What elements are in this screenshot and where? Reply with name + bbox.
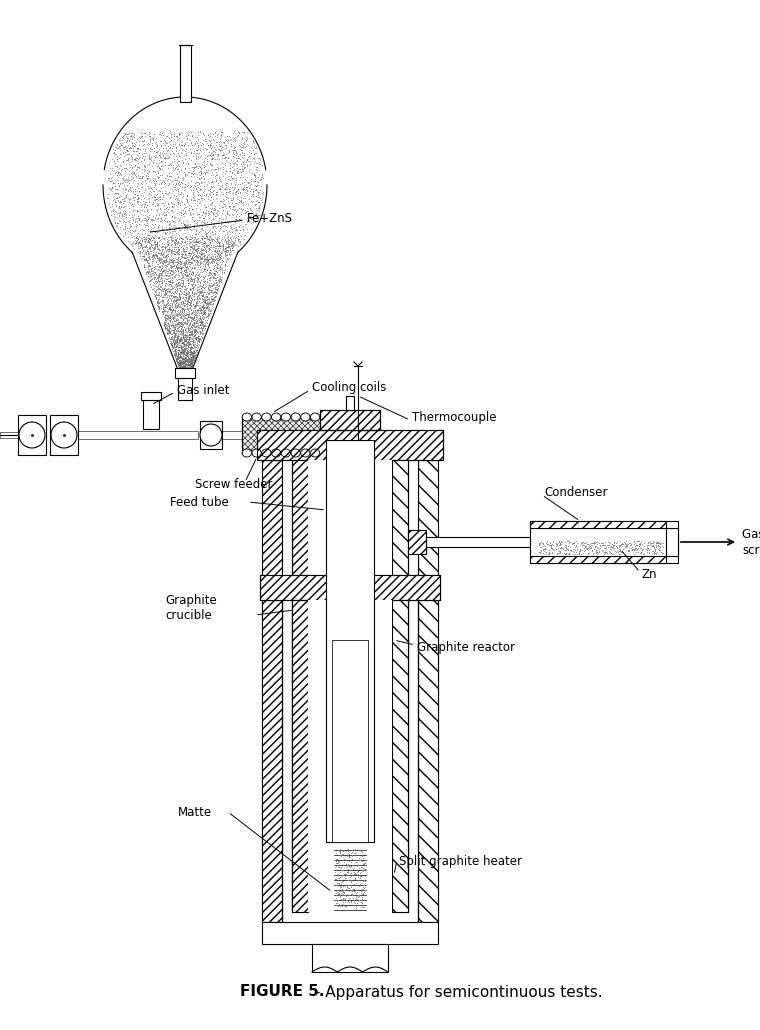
Bar (666, 528, 678, 556)
Bar (292, 460, 308, 907)
Ellipse shape (281, 413, 290, 421)
Text: - Apparatus for semicontinuous tests.: - Apparatus for semicontinuous tests. (310, 985, 603, 999)
Bar (308, 600, 392, 912)
Bar (282, 460, 292, 922)
Bar (262, 922, 438, 945)
Bar (530, 521, 666, 528)
Ellipse shape (252, 413, 261, 421)
Text: FIGURE 5.: FIGURE 5. (240, 985, 325, 999)
Bar (320, 410, 380, 430)
Ellipse shape (301, 449, 310, 457)
Ellipse shape (252, 449, 261, 457)
Bar (312, 945, 388, 972)
Text: Condenser: Condenser (544, 486, 607, 500)
Bar (426, 537, 581, 547)
Bar (0, 432, 18, 438)
Text: Graphite reactor: Graphite reactor (417, 641, 515, 653)
Bar (141, 392, 161, 400)
Circle shape (19, 422, 45, 448)
Bar (260, 575, 440, 600)
Ellipse shape (242, 449, 252, 457)
Bar (50, 415, 78, 455)
Text: Thermocouple: Thermocouple (412, 412, 496, 424)
Bar (530, 521, 678, 563)
Ellipse shape (301, 413, 310, 421)
Bar (408, 460, 418, 922)
Bar (262, 600, 282, 922)
Bar (408, 530, 426, 554)
Text: Zn: Zn (642, 568, 657, 581)
Ellipse shape (291, 413, 300, 421)
Ellipse shape (271, 413, 280, 421)
Ellipse shape (311, 413, 320, 421)
Bar (392, 600, 408, 912)
Bar (262, 460, 282, 922)
Bar (242, 417, 320, 453)
Bar (418, 600, 438, 922)
Text: scrubbers: scrubbers (742, 544, 760, 556)
Bar (392, 460, 408, 907)
Bar (78, 431, 198, 439)
Text: Split graphite heater: Split graphite heater (399, 856, 522, 868)
Bar (530, 556, 666, 563)
Ellipse shape (281, 449, 290, 457)
Bar (143, 400, 159, 430)
Bar (308, 460, 392, 907)
Ellipse shape (261, 449, 271, 457)
Bar (260, 575, 440, 600)
Text: Cooling coils: Cooling coils (312, 381, 386, 394)
Ellipse shape (271, 449, 280, 457)
Bar (320, 410, 380, 430)
Circle shape (200, 424, 222, 446)
Text: Gas to H₂SO₄: Gas to H₂SO₄ (742, 527, 760, 541)
Text: Matte: Matte (178, 805, 212, 819)
Text: Fe+ZnS: Fe+ZnS (247, 211, 293, 225)
Text: Feed tube: Feed tube (170, 495, 229, 509)
Ellipse shape (291, 449, 300, 457)
Bar (257, 430, 443, 460)
Bar (332, 640, 368, 842)
Bar (222, 431, 242, 439)
Bar (292, 600, 308, 912)
Bar (326, 440, 374, 842)
Circle shape (51, 422, 77, 448)
Bar (257, 430, 443, 460)
Text: Screw feeder: Screw feeder (195, 478, 273, 490)
Bar (200, 421, 222, 449)
Bar (178, 370, 192, 400)
Bar (175, 368, 195, 378)
Ellipse shape (261, 413, 271, 421)
Ellipse shape (311, 449, 320, 457)
Text: Gas inlet: Gas inlet (177, 383, 230, 397)
Text: Graphite
crucible: Graphite crucible (165, 594, 217, 622)
Ellipse shape (242, 413, 252, 421)
Bar (418, 460, 438, 922)
Bar (346, 396, 354, 410)
Bar (18, 415, 46, 455)
Bar (180, 45, 191, 102)
